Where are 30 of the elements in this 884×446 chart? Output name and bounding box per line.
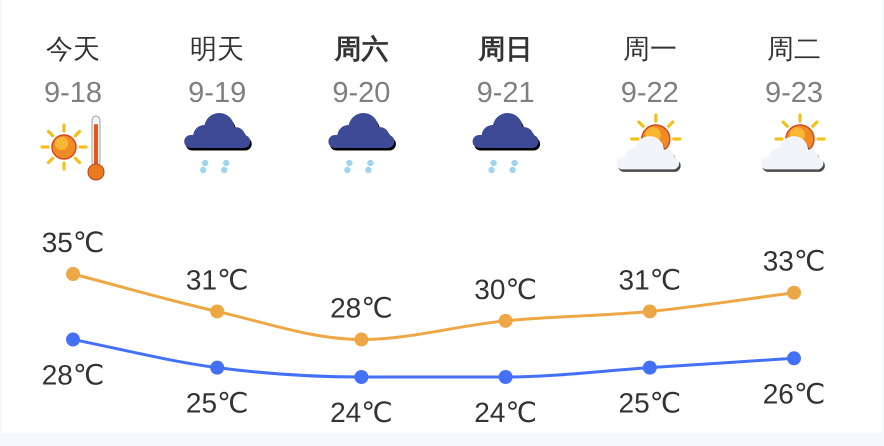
point <box>354 332 368 347</box>
data-label: 31℃ <box>618 264 682 296</box>
data-label: 33℃ <box>762 246 826 277</box>
data-label: 28℃ <box>42 360 104 391</box>
x-tick-label: 周一 9-22 <box>620 34 679 109</box>
data-label: 24℃ <box>330 397 393 428</box>
x-tick-label: 明天 9-19 <box>188 34 246 109</box>
point <box>354 370 368 384</box>
point <box>787 286 801 300</box>
data-label: 28℃ <box>330 292 393 324</box>
x-tick-label: 周六 9-20 <box>332 34 390 109</box>
data-label: 26℃ <box>762 378 826 410</box>
point <box>642 304 657 318</box>
point <box>787 351 801 366</box>
point <box>498 370 513 384</box>
point <box>66 332 80 347</box>
point <box>210 360 224 375</box>
point <box>498 314 513 328</box>
point <box>642 360 657 375</box>
x-tick-label: 周日 9-21 <box>476 34 535 109</box>
point <box>66 267 80 281</box>
x-tick-label: 周二 9-23 <box>764 34 824 109</box>
data-label: 30℃ <box>474 274 537 305</box>
data-label: 31℃ <box>186 264 248 296</box>
data-label: 35℃ <box>42 227 104 258</box>
data-label: 25℃ <box>186 388 248 419</box>
point <box>210 304 224 318</box>
data-label: 24℃ <box>474 397 537 428</box>
data-label: 25℃ <box>618 388 682 419</box>
x-tick-label: 今天 9-18 <box>44 34 102 109</box>
